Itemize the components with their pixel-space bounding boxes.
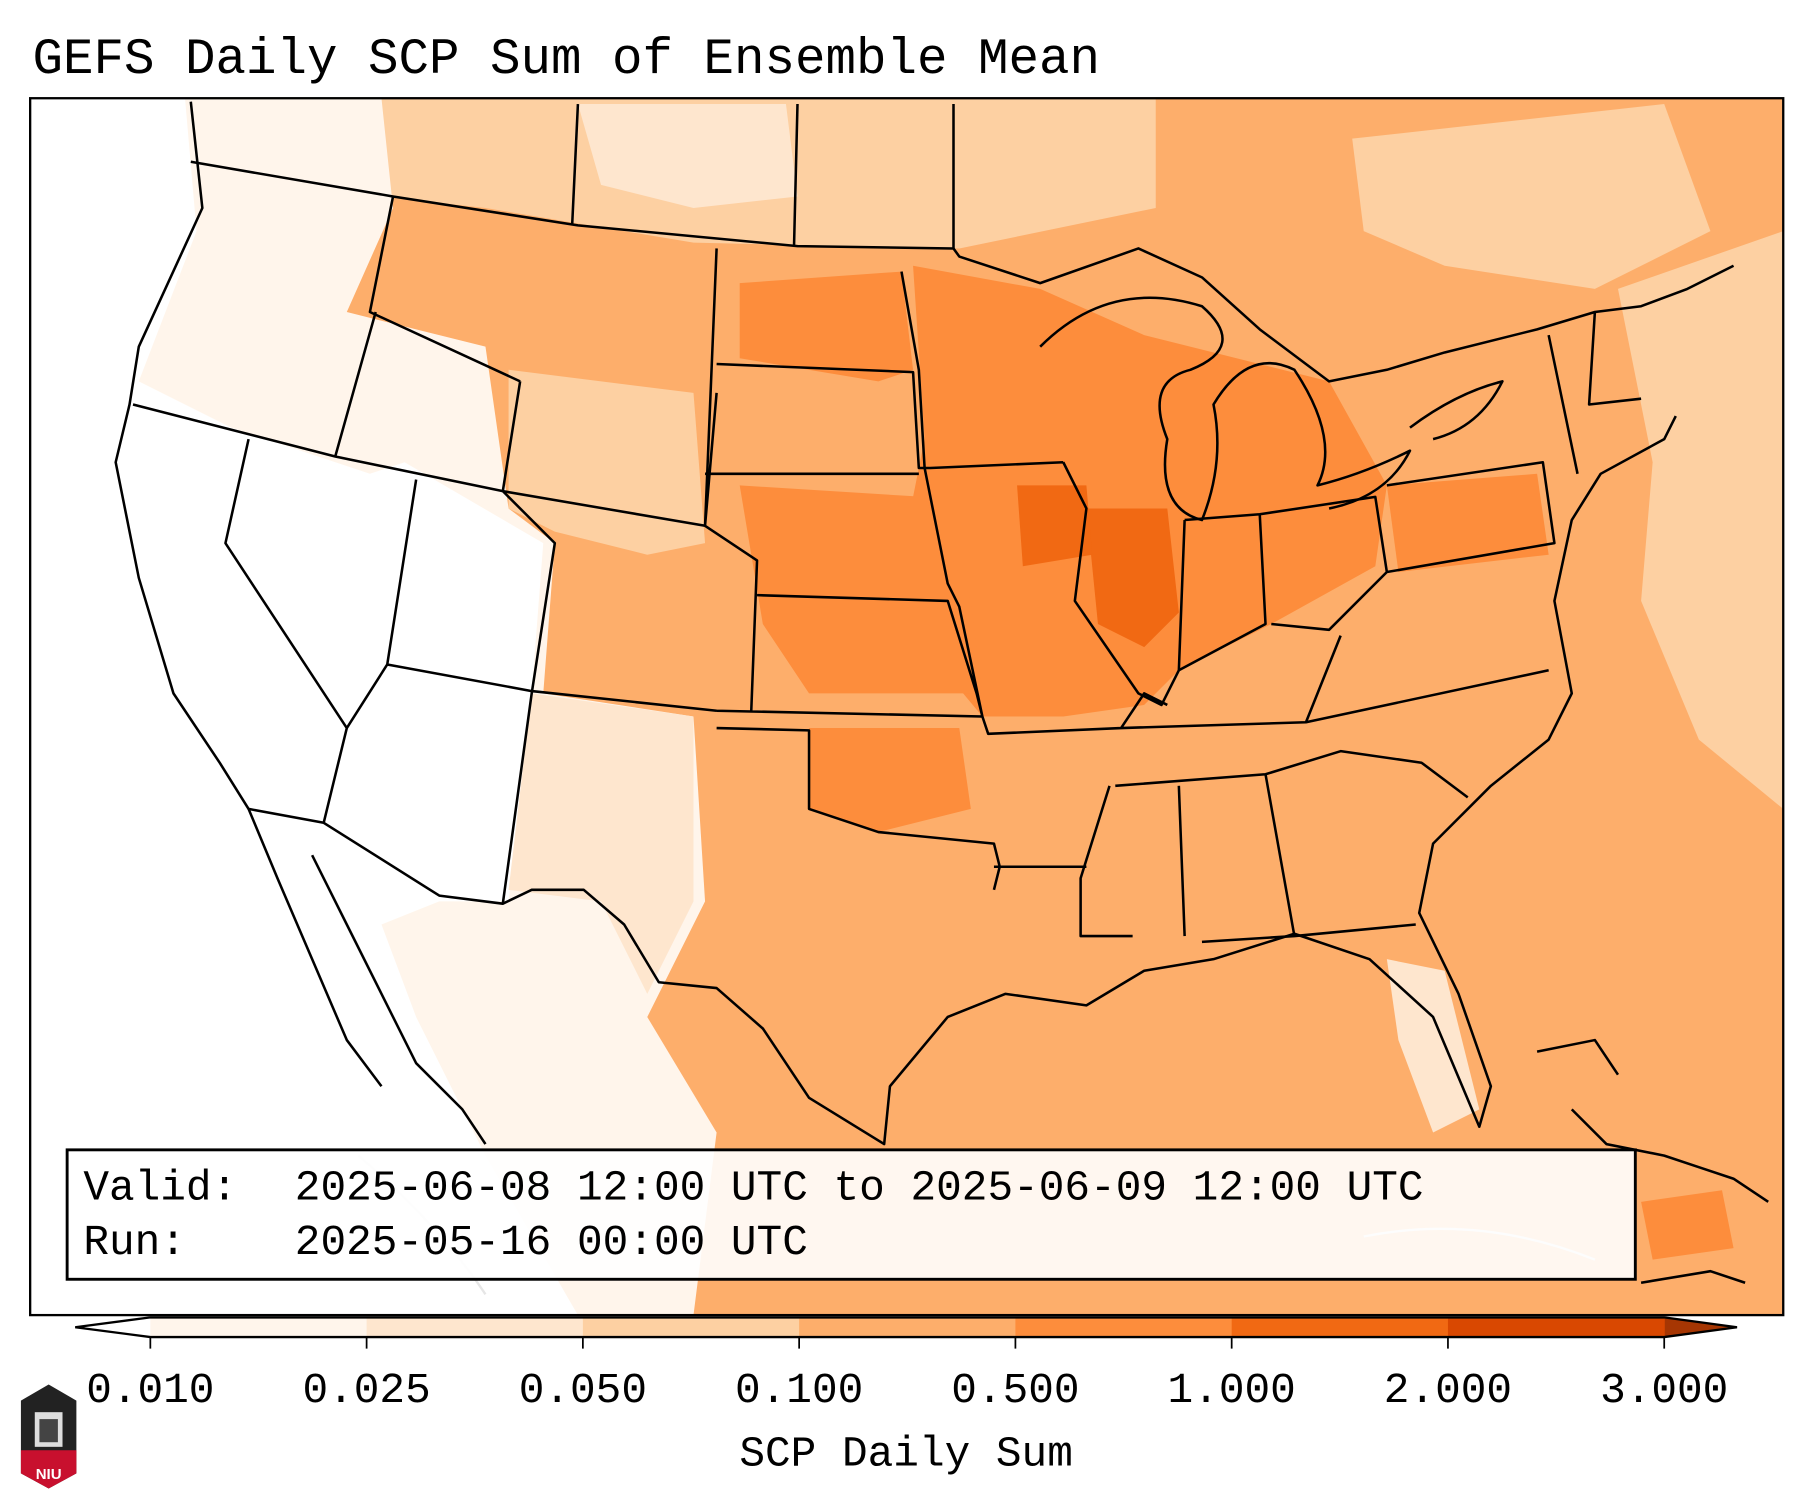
canada-border	[190, 160, 1735, 383]
field-low-north	[577, 104, 798, 209]
colorbar-bin	[150, 1317, 368, 1338]
colorbar-tick-label: 0.010	[86, 1366, 214, 1415]
field-higher-iowa	[1017, 485, 1093, 567]
valid-value: 2025-06-08 12:00 UTC to 2025-06-09 12:00…	[295, 1164, 1424, 1213]
field-trace-florida	[1386, 959, 1480, 1133]
run-label: Run:	[83, 1218, 186, 1267]
colorbar-tick-label: 3.000	[1600, 1366, 1728, 1415]
colorbar-bin	[1015, 1317, 1233, 1338]
us-outline	[114, 101, 1677, 1146]
field-low-atlantic	[1617, 231, 1784, 809]
colorbar-bin	[1231, 1317, 1449, 1338]
figure-title: GEFS Daily SCP Sum of Ensemble Mean	[32, 32, 1100, 89]
colorbar-tick-label: 0.100	[735, 1366, 863, 1415]
colorbar-bin	[582, 1317, 800, 1338]
cuba-bahamas	[1536, 1038, 1769, 1284]
field-high-caribbean	[1641, 1190, 1734, 1260]
field-high-kansas	[739, 485, 983, 694]
field-high-dakotas	[739, 271, 914, 382]
niu-logo: NIU	[20, 1384, 77, 1489]
colorbar-bin	[366, 1317, 584, 1338]
colorbar: 0.010 0.025 0.050 0.100 0.500 1.000 2.000 3.000	[75, 1316, 1738, 1415]
colorbar-bin	[799, 1317, 1016, 1338]
colorbar-tick-label: 2.000	[1384, 1366, 1512, 1415]
colorbar-tick-label: 0.500	[951, 1366, 1079, 1415]
colorbar-over-triangle	[1664, 1317, 1738, 1338]
run-value: 2025-05-16 00:00 UTC	[295, 1218, 808, 1267]
field-high-oklahoma	[809, 728, 971, 833]
map	[29, 97, 1785, 1317]
colorbar-tick-label: 1.000	[1168, 1366, 1296, 1415]
field-lowmid-rockies	[508, 369, 706, 555]
svg-text:NIU: NIU	[36, 1466, 62, 1483]
field-lowmid-southwest	[508, 693, 694, 994]
state-lines	[132, 103, 1642, 944]
field-low-canada-east	[1352, 104, 1711, 289]
map-frame	[29, 97, 1785, 1317]
info-box: Valid: 2025-06-08 12:00 UTC to 2025-06-0…	[65, 1148, 1637, 1281]
valid-label: Valid:	[83, 1164, 237, 1213]
colorbar-tick-label: 0.025	[302, 1366, 430, 1415]
colorbar-tick-label: 0.050	[519, 1366, 647, 1415]
colorbar-under-triangle	[75, 1317, 151, 1338]
great-lakes	[1039, 296, 1504, 522]
field-none-west	[30, 98, 578, 1316]
mexico-coast	[247, 808, 487, 1145]
field-higher-illinois	[1086, 508, 1179, 648]
field-high-pennsylvania	[1386, 473, 1549, 573]
colorbar-bin	[1447, 1317, 1665, 1338]
colorbar-label: SCP Daily Sum	[739, 1429, 1073, 1478]
